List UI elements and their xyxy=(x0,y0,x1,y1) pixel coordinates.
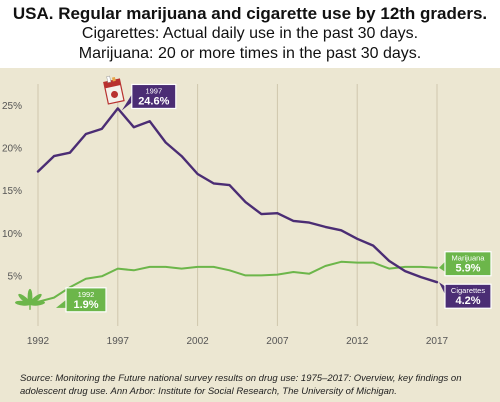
cigarette-pack-icon xyxy=(103,75,125,105)
y-tick-label-15: 15% xyxy=(2,186,22,197)
callout-cigarettes-end-box xyxy=(444,283,492,309)
chart-header: USA. Regular marijuana and cigarette use… xyxy=(0,0,500,66)
callout-marijuana-start-small-label: 1992 xyxy=(78,290,95,299)
chart-subtitle-marijuana: Marijuana: 20 or more times in the past … xyxy=(78,45,422,62)
x-tick-label-2002: 2002 xyxy=(186,336,209,347)
x-tick-label-2007: 2007 xyxy=(266,336,289,347)
line-chart: 1992 1997 2002 2007 2012 2017 5% 10% 15% 20% 25% 19… xyxy=(2,75,492,347)
x-tick-label-1997: 1997 xyxy=(107,336,130,347)
cigarette-stick xyxy=(106,75,112,83)
cigarette-stick-filter xyxy=(111,77,116,82)
callout-cigarettes-end-small-label: Cigarettes xyxy=(451,286,485,295)
callout-cigarettes-peak-box xyxy=(131,83,177,110)
marijuana-line xyxy=(37,260,438,303)
cannabis-leaflet-3 xyxy=(15,300,31,306)
cigarettes-line xyxy=(36,107,439,284)
cigarette-pack-emblem xyxy=(111,90,119,98)
y-tick-label-10: 10% xyxy=(2,229,22,240)
chart-panel: 1992 1997 2002 2007 2012 2017 5% 10% 15% 20% 25% 19… xyxy=(0,68,500,402)
callout-marijuana-end-pointer xyxy=(439,261,445,272)
chart-title: USA. Regular marijuana and cigarette use… xyxy=(12,4,488,23)
callout-marijuana-end-value: 5.9% xyxy=(455,263,480,275)
callout-marijuana-end-box xyxy=(444,251,492,277)
callout-marijuana-start-pointer xyxy=(56,299,66,308)
cannabis-leaf-icon xyxy=(15,288,45,310)
callout-cigarettes-peak-small-label: 1997 xyxy=(145,86,162,95)
x-tick-label-2017: 2017 xyxy=(426,336,449,347)
x-tick-label-2012: 2012 xyxy=(346,336,369,347)
callout-marijuana-start-box xyxy=(65,287,107,313)
y-tick-label-20: 20% xyxy=(2,144,22,155)
callout-cigarettes-end-pointer xyxy=(439,282,445,295)
callout-cigarettes-peak-pointer xyxy=(121,94,132,111)
x-tick-label-1992: 1992 xyxy=(27,336,50,347)
cannabis-leaflet-4 xyxy=(29,300,45,306)
chart-subtitle-cigarettes: Cigarettes: Actual daily use in the past… xyxy=(81,25,419,42)
y-tick-label-25: 25% xyxy=(2,101,22,112)
callout-cigarettes-peak-value: 24.6% xyxy=(138,95,169,107)
callout-marijuana-start-value: 1.9% xyxy=(73,299,98,311)
y-tick-label-5: 5% xyxy=(8,271,23,282)
callout-cigarettes-end-value: 4.2% xyxy=(455,295,480,307)
cigarette-pack-top xyxy=(103,79,121,89)
callout-marijuana-end-small-label: Marijuana xyxy=(452,254,486,263)
source-note: Source: Monitoring the Future national s… xyxy=(20,373,462,397)
